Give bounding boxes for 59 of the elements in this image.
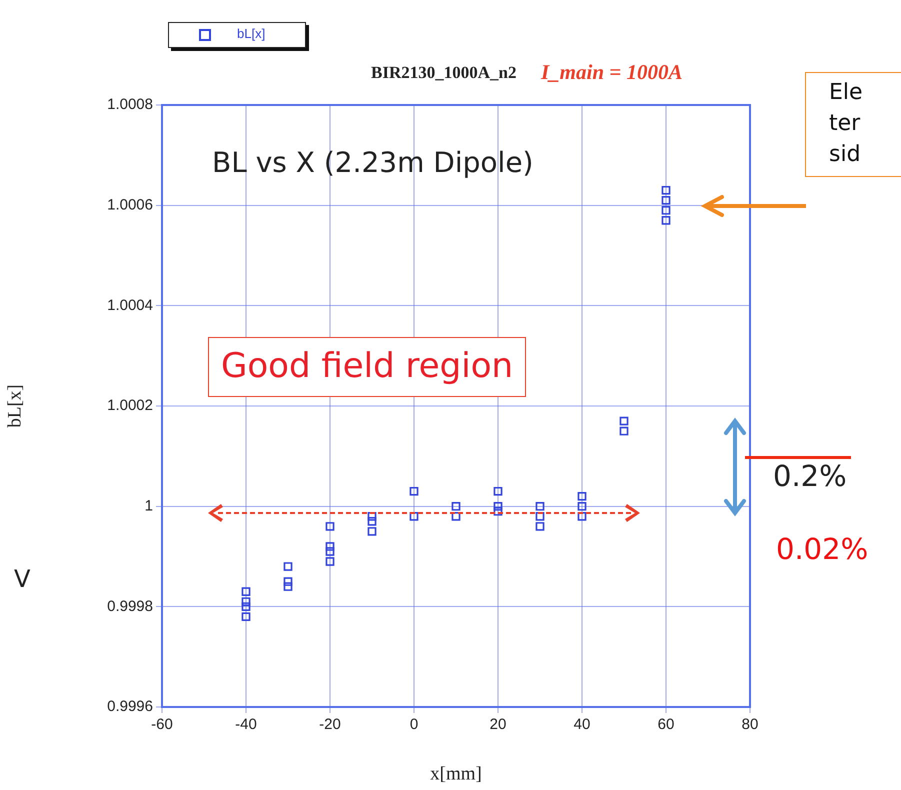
- point: [494, 507, 502, 516]
- chart-subtitle: I_main = 1000A: [541, 60, 682, 85]
- chart-title: BIR2130_1000A_n2: [371, 63, 516, 83]
- point: [452, 512, 460, 521]
- point: [242, 602, 250, 611]
- x-tick-label: 0: [410, 716, 418, 734]
- text: 0.2%: [773, 459, 847, 493]
- x-tick-label: 40: [574, 716, 590, 734]
- point: [410, 486, 418, 496]
- text: V: [14, 565, 30, 593]
- point: [284, 562, 292, 571]
- point: [326, 522, 334, 531]
- point: [284, 577, 292, 586]
- text: 0.02%: [776, 532, 868, 566]
- x-tick-label: -40: [235, 716, 257, 734]
- y-tick-label: 1.0002: [107, 397, 153, 414]
- point: [494, 486, 502, 496]
- point: [284, 582, 292, 591]
- y-axis-title: bL[x]: [4, 384, 26, 428]
- point: [662, 216, 670, 225]
- point: [536, 512, 544, 521]
- y-tick-label: 0.9998: [107, 598, 153, 615]
- point: [620, 426, 628, 436]
- legend-label: bL[x]: [237, 26, 266, 41]
- y-tick-label: 1.0008: [107, 96, 153, 114]
- y-tick-label: 1.0004: [107, 296, 153, 314]
- point: [662, 186, 670, 195]
- text: Ele ter sid: [805, 72, 901, 177]
- x-tick-label: 60: [658, 716, 674, 734]
- y-tick-label: 0.9996: [107, 698, 153, 716]
- point: [368, 527, 376, 536]
- point: [494, 502, 502, 511]
- y-tick-label: 1: [144, 497, 153, 514]
- point: [242, 587, 250, 596]
- y-tick-label: 1.0006: [107, 196, 153, 214]
- x-tick-label: 20: [490, 716, 506, 734]
- point: [662, 206, 670, 215]
- annotation: Good field region: [208, 337, 526, 397]
- point: [536, 522, 544, 531]
- point: [452, 502, 460, 511]
- point: [578, 502, 586, 511]
- point: [242, 597, 250, 606]
- point: [326, 542, 334, 551]
- x-tick-label: 80: [742, 716, 758, 734]
- point: [620, 416, 628, 426]
- point: [662, 196, 670, 205]
- point: [242, 612, 250, 622]
- point: [326, 557, 334, 566]
- x-axis-title: x[mm]: [430, 764, 482, 785]
- point: [368, 517, 376, 526]
- point: [368, 512, 376, 521]
- x-tick-label: -60: [151, 716, 173, 734]
- point: [410, 512, 418, 521]
- point: [326, 547, 334, 556]
- point: [578, 512, 586, 521]
- x-tick-label: -20: [319, 716, 341, 734]
- point: [536, 502, 544, 511]
- annotation: BL vs X (2.23m Dipole): [212, 146, 534, 179]
- point: [578, 492, 586, 501]
